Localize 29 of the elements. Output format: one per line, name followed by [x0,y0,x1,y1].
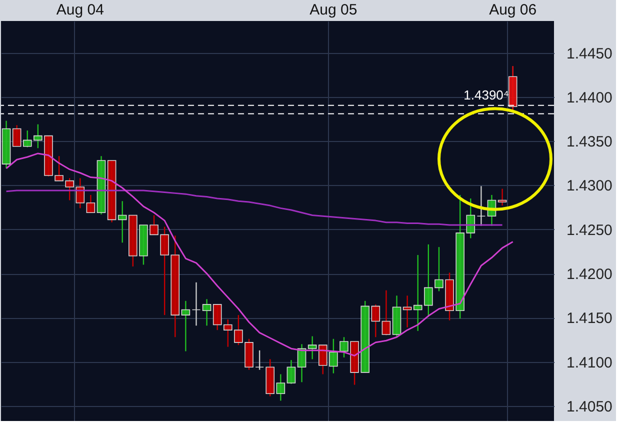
candlestick [308,336,317,360]
x-tick-label: Aug 05 [310,2,358,18]
y-tick-label: 1.4100 [566,354,612,372]
candlestick [181,300,190,352]
y-tick-label: 1.4350 [566,134,612,151]
y-tick-label: 1.4050 [566,398,612,416]
x-tick-label: Aug 04 [56,2,104,18]
candlestick [202,298,212,326]
y-tick-label: 1.4400 [566,89,612,106]
y-tick-label: 1.4150 [566,310,612,328]
candlestick [212,304,222,331]
candlestick [276,374,286,402]
y-tick-label: 1.4300 [566,178,612,195]
candlestick [76,178,85,209]
candlestick [86,194,96,214]
ref-line-label: 1.4390⁴ [464,87,509,102]
candlestick [255,350,264,370]
candlestick [382,290,391,336]
y-tick-label: 1.4450 [566,45,612,62]
y-tick-label: 1.4200 [566,266,612,284]
candlestick [286,359,296,385]
candlestick [192,282,201,326]
candlestick [12,124,22,147]
x-tick-label: Aug 06 [489,2,537,18]
candlestick [476,186,486,226]
candlestick [402,295,412,328]
candlestick [498,188,507,206]
candlestick [297,344,306,383]
y-tick-label: 1.4250 [566,222,612,239]
